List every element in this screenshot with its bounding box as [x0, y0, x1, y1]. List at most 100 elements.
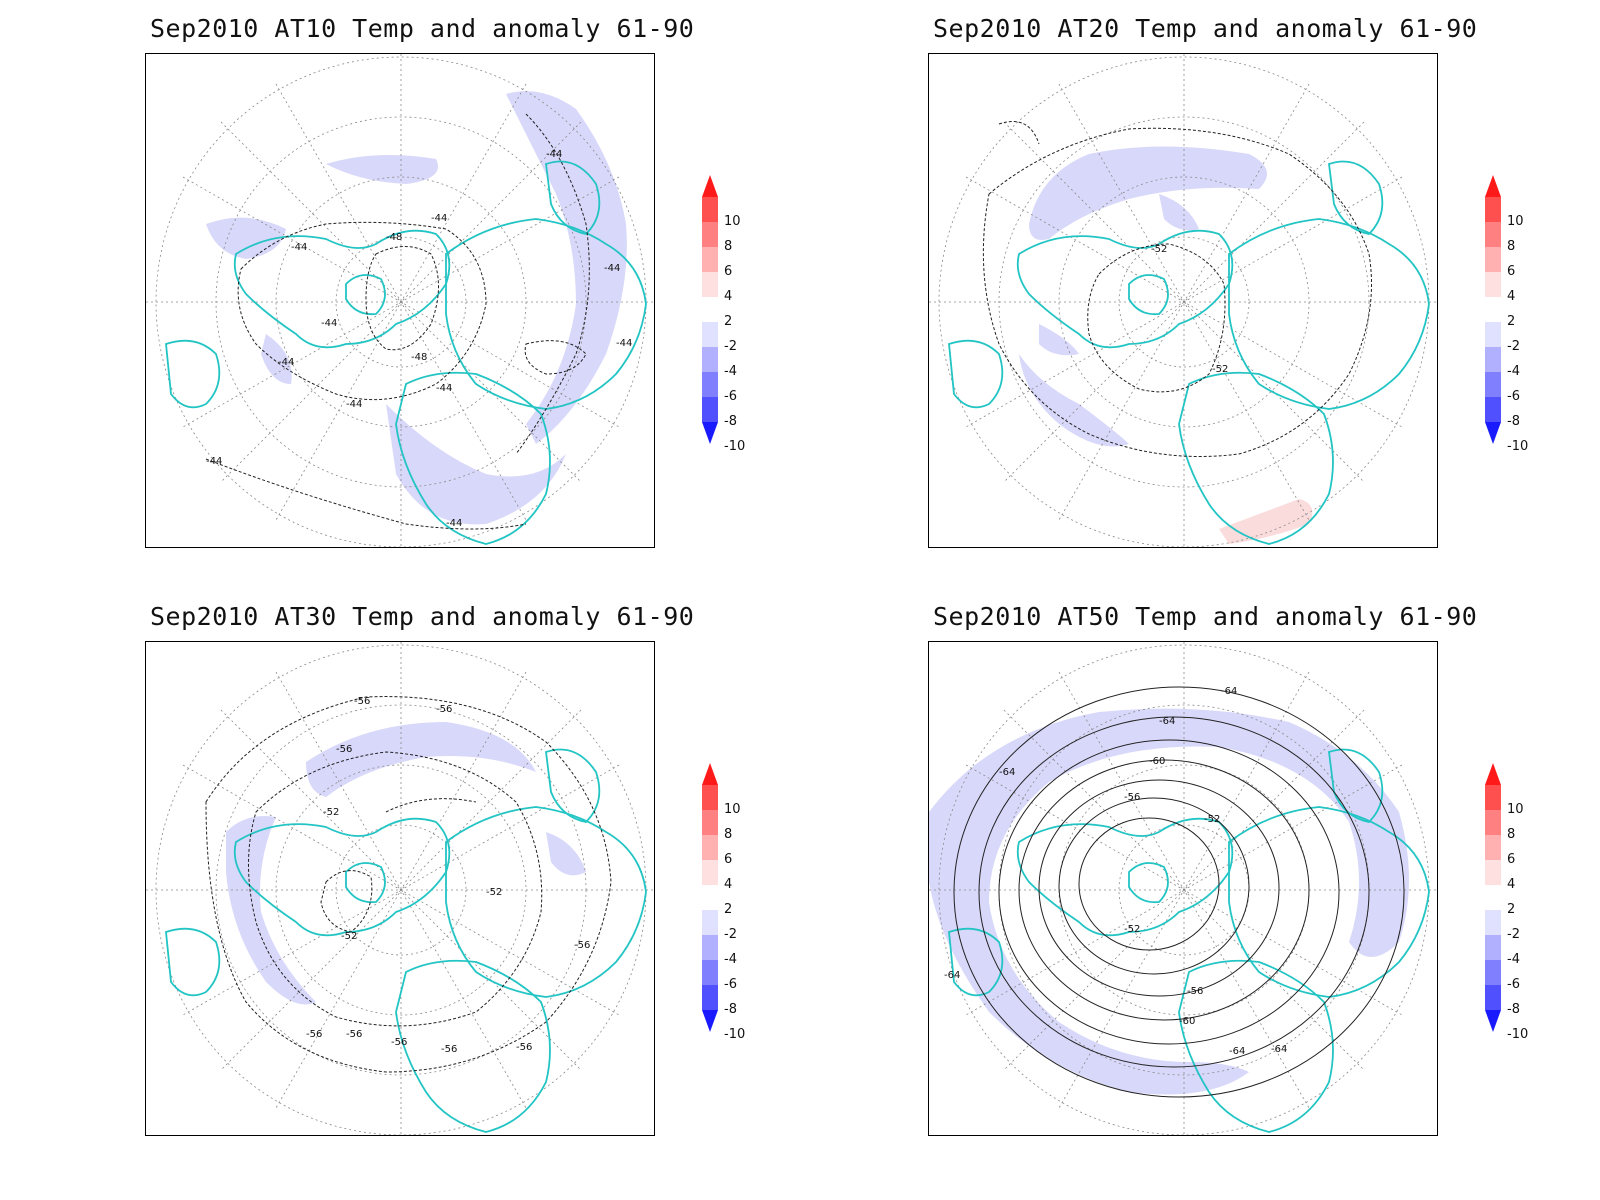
contour-label: -44 — [616, 338, 632, 349]
contour-label: -56 — [574, 940, 590, 951]
colorbar-segment — [702, 860, 718, 885]
contour-label: -56 — [306, 1029, 322, 1040]
colorbar-scale — [1485, 175, 1501, 444]
colorbar-arrow-bottom — [702, 422, 718, 444]
contour-label: -52 — [486, 887, 502, 898]
colorbar-tick-label: -2 — [724, 339, 737, 354]
polar-map: -64 -64 -64 -60 -56 -52 -52 -56 -60 -64 … — [928, 641, 1438, 1136]
contour-labels: -44 -44 -44 -44 -44 -44 -44 -44 -44 -48 … — [206, 149, 632, 529]
colorbar-segment — [702, 935, 718, 960]
colorbar-arrow-top — [1485, 175, 1501, 197]
contour-label: -48 — [411, 352, 427, 363]
coastlines — [165, 160, 647, 545]
contour-label: -52 — [1151, 244, 1167, 255]
positive-anomaly — [1219, 499, 1313, 544]
colorbar-tick-label: -10 — [1507, 1027, 1529, 1042]
colorbar-segment — [1485, 810, 1501, 835]
colorbar: 10 8 6 4 2 -2 -4 -6 -8 -10 — [1483, 763, 1553, 1048]
colorbar-segment — [1485, 960, 1501, 985]
contour-label: -44 — [346, 399, 362, 410]
colorbar-segment — [702, 910, 718, 935]
contour-label: -48 — [386, 232, 402, 243]
contour-label: -56 — [391, 1037, 407, 1048]
colorbar-arrow-top — [702, 175, 718, 197]
colorbar-segment — [702, 272, 718, 297]
contour-label: -44 — [291, 242, 307, 253]
colorbar-segment — [1485, 397, 1501, 422]
contour-label: -52 — [1124, 924, 1140, 935]
colorbar-tick-label: -6 — [724, 389, 737, 404]
colorbar-segment — [702, 222, 718, 247]
colorbar-segment — [702, 835, 718, 860]
contours — [205, 113, 590, 530]
colorbar-tick-label: -10 — [724, 439, 746, 454]
colorbar-scale — [702, 763, 718, 1032]
contour-label: -56 — [1124, 792, 1140, 803]
colorbar-segment — [1485, 247, 1501, 272]
panel-title: Sep2010 AT20 Temp and anomaly 61-90 — [933, 14, 1478, 43]
contour-label: -56 — [336, 744, 352, 755]
colorbar-tick-label: 10 — [1507, 802, 1524, 817]
colorbar-tick-label: -6 — [724, 977, 737, 992]
colorbar-segment — [1485, 860, 1501, 885]
colorbar-tick-label: 10 — [724, 802, 741, 817]
colorbar-tick-label: -8 — [1507, 1002, 1520, 1017]
colorbar-arrow-top — [1485, 763, 1501, 785]
panel-title: Sep2010 AT10 Temp and anomaly 61-90 — [150, 14, 695, 43]
contour-label: -44 — [446, 518, 462, 529]
colorbar-tick-label: -2 — [1507, 339, 1520, 354]
lat-lon-grid — [929, 54, 1437, 547]
colorbar-tick-label: 2 — [724, 314, 733, 329]
colorbar-tick-label: 2 — [1507, 902, 1516, 917]
contour-label: -56 — [441, 1044, 457, 1055]
colorbar-scale — [702, 175, 718, 444]
colorbar-tick-label: 6 — [724, 264, 733, 279]
colorbar-tick-label: 8 — [1507, 827, 1516, 842]
contour-label: -64 — [1271, 1044, 1287, 1055]
colorbar-tick-label: -4 — [1507, 952, 1520, 967]
colorbar-tick-label: -4 — [1507, 364, 1520, 379]
colorbar-tick-label: 10 — [724, 214, 741, 229]
colorbar-tick-label: 4 — [724, 877, 733, 892]
colorbar-tick-label: 8 — [724, 827, 733, 842]
contour-label: -56 — [516, 1042, 532, 1053]
panel-at10: Sep2010 AT10 Temp and anomaly 61-90 — [0, 0, 780, 590]
colorbar-segment — [702, 985, 718, 1010]
colorbar-tick-label: -8 — [724, 1002, 737, 1017]
contour-labels: -64 -64 -64 -60 -56 -52 -52 -56 -60 -64 … — [944, 686, 1287, 1057]
colorbar-segment — [1485, 372, 1501, 397]
polar-map: -44 -44 -44 -44 -44 -44 -44 -44 -44 -48 … — [145, 53, 655, 548]
anomaly-fill — [1019, 146, 1267, 447]
panel-at50: Sep2010 AT50 Temp and anomaly 61-90 — [783, 588, 1563, 1178]
colorbar-tick-label: 2 — [724, 902, 733, 917]
colorbar-tick-label: 6 — [1507, 852, 1516, 867]
contour-label: -60 — [1179, 1016, 1195, 1027]
contour-label: -44 — [206, 456, 222, 467]
colorbar-segment — [702, 247, 718, 272]
colorbar-tick-label: 8 — [724, 239, 733, 254]
panel-title: Sep2010 AT50 Temp and anomaly 61-90 — [933, 602, 1478, 631]
colorbar-segment — [1485, 272, 1501, 297]
colorbar-tick-label: -2 — [724, 927, 737, 942]
coastlines — [948, 748, 1430, 1133]
contour-label: -64 — [1229, 1046, 1245, 1057]
contour-label: -64 — [944, 970, 960, 981]
contour-labels: -56 -56 -56 -52 -52 -52 -56 -56 -56 -56 … — [306, 696, 590, 1055]
colorbar-tick-label: 2 — [1507, 314, 1516, 329]
colorbar-segment — [702, 810, 718, 835]
colorbar-segment — [702, 197, 718, 222]
colorbar-arrow-bottom — [1485, 1010, 1501, 1032]
polar-map: -52 -52 — [928, 53, 1438, 548]
colorbar-segment — [702, 297, 718, 322]
contour-label: -56 — [436, 704, 452, 715]
contour-label: -44 — [604, 263, 620, 274]
contour-label: -44 — [321, 318, 337, 329]
colorbar-tick-label: -6 — [1507, 977, 1520, 992]
contour-label: -44 — [546, 149, 562, 160]
lat-lon-grid — [146, 642, 654, 1135]
contour-label: -64 — [999, 767, 1015, 778]
colorbar-tick-label: 6 — [724, 852, 733, 867]
contour-label: -60 — [1149, 756, 1165, 767]
colorbar-segment — [702, 372, 718, 397]
colorbar-tick-label: -10 — [1507, 439, 1529, 454]
